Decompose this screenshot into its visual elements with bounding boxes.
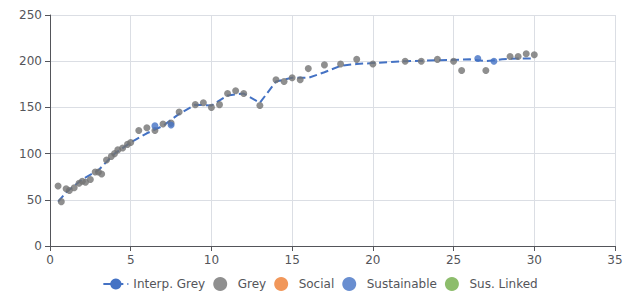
svg-text:50: 50 (27, 193, 42, 207)
svg-text:35: 35 (607, 253, 622, 267)
svg-text:Sustainable: Sustainable (367, 277, 437, 291)
svg-text:10: 10 (204, 253, 219, 267)
svg-text:Social: Social (299, 277, 335, 291)
svg-text:Interp. Grey: Interp. Grey (133, 277, 205, 291)
svg-text:5: 5 (127, 253, 135, 267)
svg-text:25: 25 (446, 253, 461, 267)
svg-text:Grey: Grey (238, 277, 266, 291)
svg-text:15: 15 (285, 253, 300, 267)
svg-text:100: 100 (19, 147, 42, 161)
svg-text:0: 0 (46, 253, 54, 267)
svg-text:200: 200 (19, 54, 42, 68)
svg-text:20: 20 (365, 253, 380, 267)
svg-text:0: 0 (34, 239, 42, 253)
svg-text:250: 250 (19, 8, 42, 22)
svg-text:30: 30 (527, 253, 542, 267)
svg-text:150: 150 (19, 100, 42, 114)
svg-text:Sus. Linked: Sus. Linked (469, 277, 537, 291)
